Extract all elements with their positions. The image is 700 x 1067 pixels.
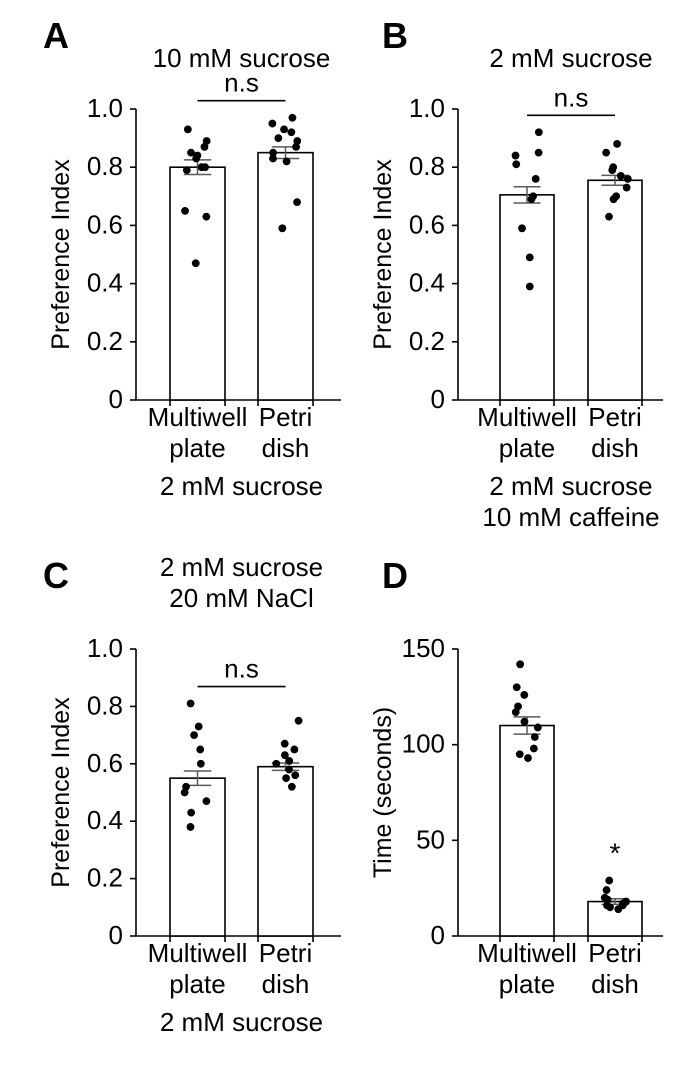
svg-text:0.6: 0.6 bbox=[87, 209, 123, 239]
svg-text:1.0: 1.0 bbox=[87, 633, 123, 663]
svg-text:0.8: 0.8 bbox=[409, 151, 445, 181]
svg-text:Multiwell: Multiwell bbox=[477, 402, 577, 432]
svg-text:B: B bbox=[382, 15, 408, 56]
svg-text:0.8: 0.8 bbox=[87, 690, 123, 720]
svg-text:0.6: 0.6 bbox=[87, 748, 123, 778]
svg-text:2 mM sucrose: 2 mM sucrose bbox=[160, 471, 323, 501]
svg-text:dish: dish bbox=[591, 969, 639, 999]
svg-text:0: 0 bbox=[109, 920, 123, 950]
svg-text:Preference Index: Preference Index bbox=[47, 697, 75, 888]
svg-text:0.8: 0.8 bbox=[87, 151, 123, 181]
svg-text:2 mM sucrose: 2 mM sucrose bbox=[489, 43, 652, 73]
svg-text:Petri: Petri bbox=[588, 402, 641, 432]
svg-text:Petri: Petri bbox=[259, 402, 312, 432]
svg-text:dish: dish bbox=[262, 433, 310, 463]
svg-text:plate: plate bbox=[499, 969, 555, 999]
svg-text:Preference Index: Preference Index bbox=[369, 159, 397, 350]
svg-text:*: * bbox=[610, 838, 621, 869]
svg-text:50: 50 bbox=[416, 824, 445, 854]
svg-text:0.4: 0.4 bbox=[87, 805, 123, 835]
svg-text:0.4: 0.4 bbox=[87, 268, 123, 298]
svg-text:10 mM caffeine: 10 mM caffeine bbox=[482, 502, 659, 532]
svg-text:n.s: n.s bbox=[554, 82, 589, 112]
svg-text:dish: dish bbox=[262, 969, 310, 999]
svg-text:D: D bbox=[382, 555, 408, 596]
svg-text:0: 0 bbox=[109, 384, 123, 414]
svg-text:100: 100 bbox=[402, 729, 445, 759]
svg-text:plate: plate bbox=[169, 433, 225, 463]
svg-text:C: C bbox=[43, 555, 69, 596]
svg-text:Preference Index: Preference Index bbox=[47, 159, 75, 350]
svg-text:Multiwell: Multiwell bbox=[148, 402, 248, 432]
svg-text:0: 0 bbox=[431, 920, 445, 950]
svg-text:Time (seconds): Time (seconds) bbox=[369, 707, 397, 878]
svg-text:2 mM sucrose: 2 mM sucrose bbox=[160, 1007, 323, 1037]
svg-text:0.6: 0.6 bbox=[409, 209, 445, 239]
svg-text:Multiwell: Multiwell bbox=[477, 938, 577, 968]
svg-text:2 mM sucrose: 2 mM sucrose bbox=[160, 552, 323, 582]
svg-text:0.2: 0.2 bbox=[87, 863, 123, 893]
svg-text:plate: plate bbox=[499, 433, 555, 463]
svg-text:dish: dish bbox=[591, 433, 639, 463]
svg-text:n.s: n.s bbox=[224, 654, 259, 684]
svg-text:1.0: 1.0 bbox=[409, 93, 445, 123]
svg-text:Petri: Petri bbox=[588, 938, 641, 968]
svg-text:10 mM sucrose: 10 mM sucrose bbox=[153, 43, 331, 73]
svg-text:0.2: 0.2 bbox=[87, 326, 123, 356]
svg-text:Multiwell: Multiwell bbox=[148, 938, 248, 968]
svg-text:0.4: 0.4 bbox=[409, 268, 445, 298]
svg-text:20 mM NaCl: 20 mM NaCl bbox=[169, 583, 313, 613]
svg-text:2 mM sucrose: 2 mM sucrose bbox=[489, 471, 652, 501]
svg-text:1.0: 1.0 bbox=[87, 93, 123, 123]
svg-text:150: 150 bbox=[402, 633, 445, 663]
svg-text:0: 0 bbox=[431, 384, 445, 414]
svg-text:Petri: Petri bbox=[259, 938, 312, 968]
svg-text:A: A bbox=[43, 15, 69, 56]
svg-text:plate: plate bbox=[169, 969, 225, 999]
svg-text:0.2: 0.2 bbox=[409, 326, 445, 356]
